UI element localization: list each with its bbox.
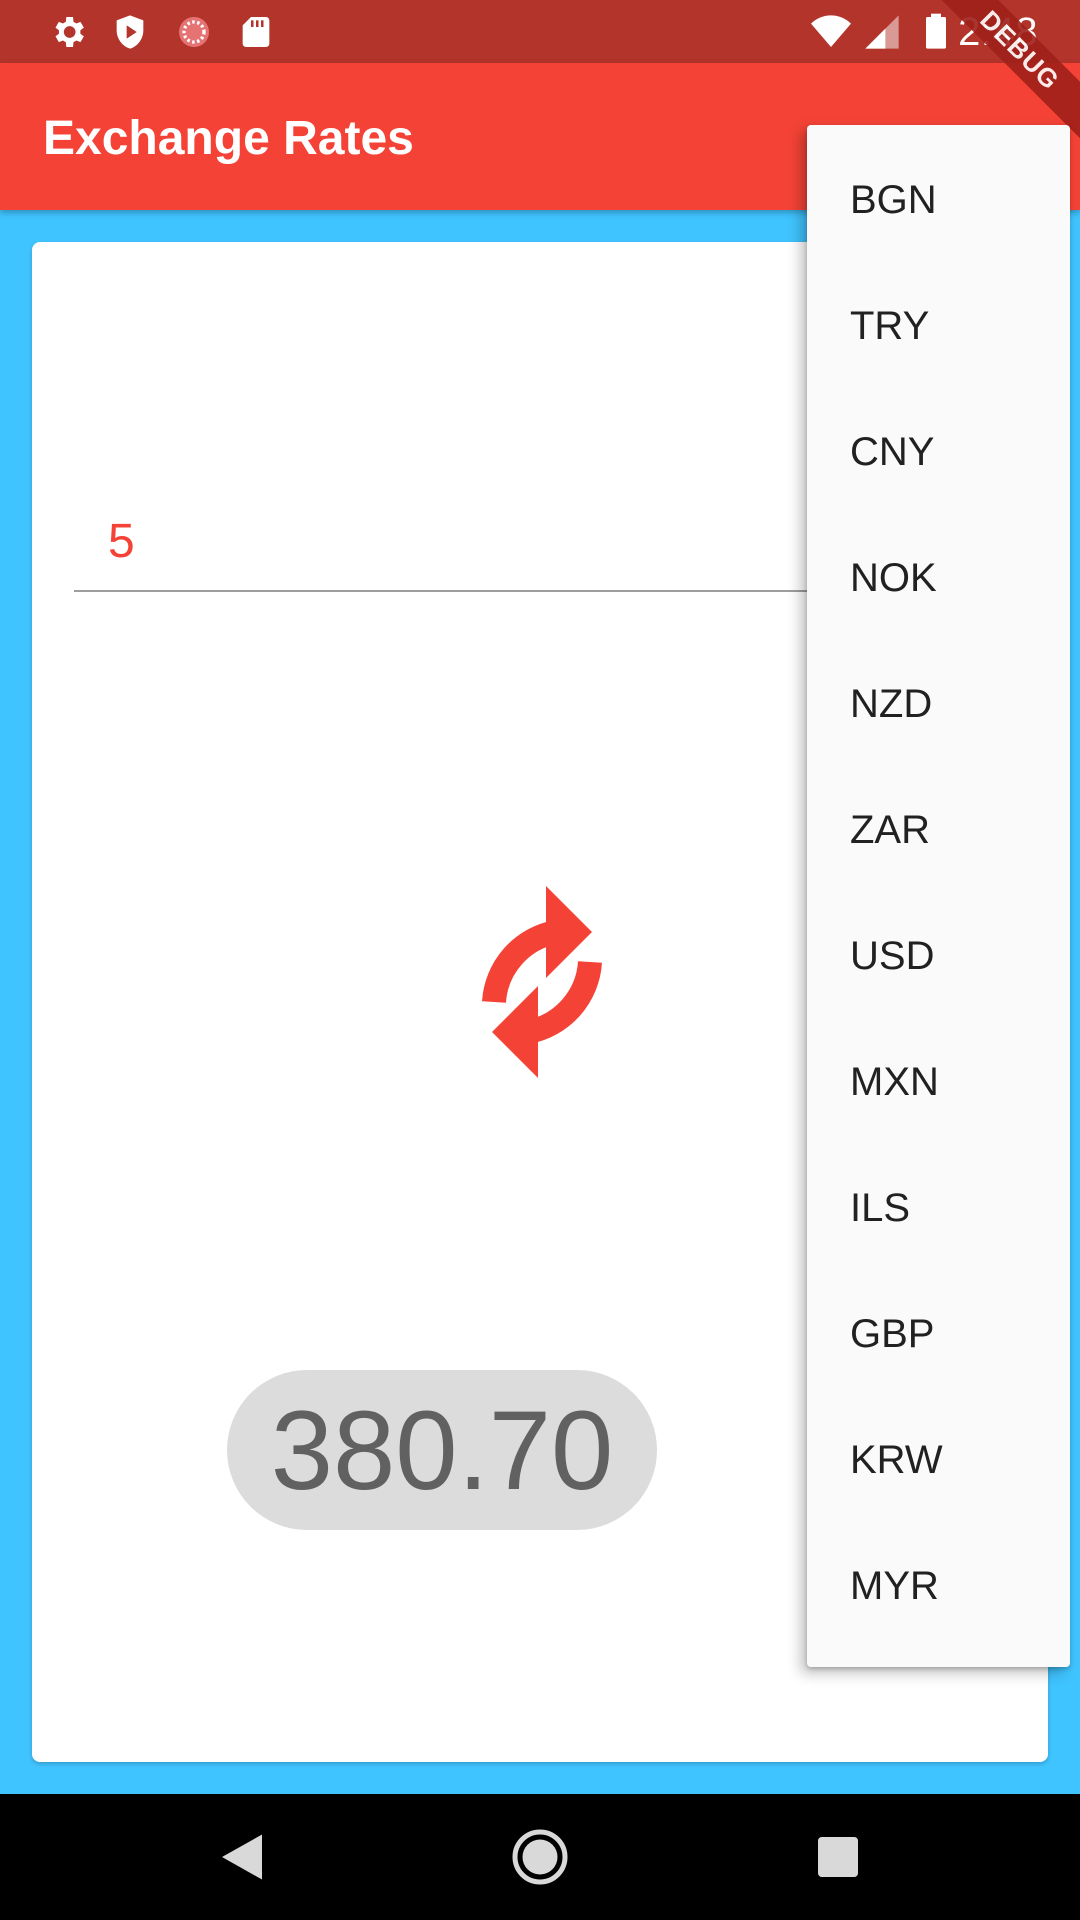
status-bar: 2:48 xyxy=(0,0,1080,63)
menu-item-gbp[interactable]: GBP xyxy=(850,1312,935,1356)
menu-item-mxn[interactable]: MXN xyxy=(850,1060,939,1104)
result-value: 380.70 xyxy=(227,1370,657,1530)
navigation-bar xyxy=(0,1794,1080,1920)
menu-item-nok[interactable]: NOK xyxy=(850,556,937,600)
shield-icon xyxy=(116,15,144,49)
back-icon[interactable] xyxy=(212,1827,272,1887)
menu-item-cny[interactable]: CNY xyxy=(850,430,935,474)
home-icon[interactable] xyxy=(510,1827,570,1887)
gear-icon xyxy=(55,17,84,47)
menu-item-usd[interactable]: USD xyxy=(850,934,935,978)
currency-dropdown-menu: BGN TRY CNY NOK NZD ZAR USD MXN ILS GBP … xyxy=(807,125,1070,1667)
menu-item-zar[interactable]: ZAR xyxy=(850,808,930,852)
battery-icon xyxy=(926,13,946,49)
menu-item-myr[interactable]: MYR xyxy=(850,1564,939,1608)
menu-item-bgn[interactable]: BGN xyxy=(850,178,937,222)
menu-item-try[interactable]: TRY xyxy=(850,304,930,348)
wifi-icon xyxy=(811,15,851,47)
spinner-icon xyxy=(179,17,209,47)
sd-card-icon xyxy=(242,17,270,47)
menu-item-ils[interactable]: ILS xyxy=(850,1186,911,1230)
amount-input[interactable] xyxy=(74,492,894,592)
recents-icon[interactable] xyxy=(808,1827,868,1887)
menu-item-nzd[interactable]: NZD xyxy=(850,682,933,726)
menu-item-krw[interactable]: KRW xyxy=(850,1438,943,1482)
signal-icon xyxy=(865,15,899,49)
page-title: Exchange Rates xyxy=(43,112,414,165)
refresh-icon[interactable] xyxy=(442,862,642,1102)
